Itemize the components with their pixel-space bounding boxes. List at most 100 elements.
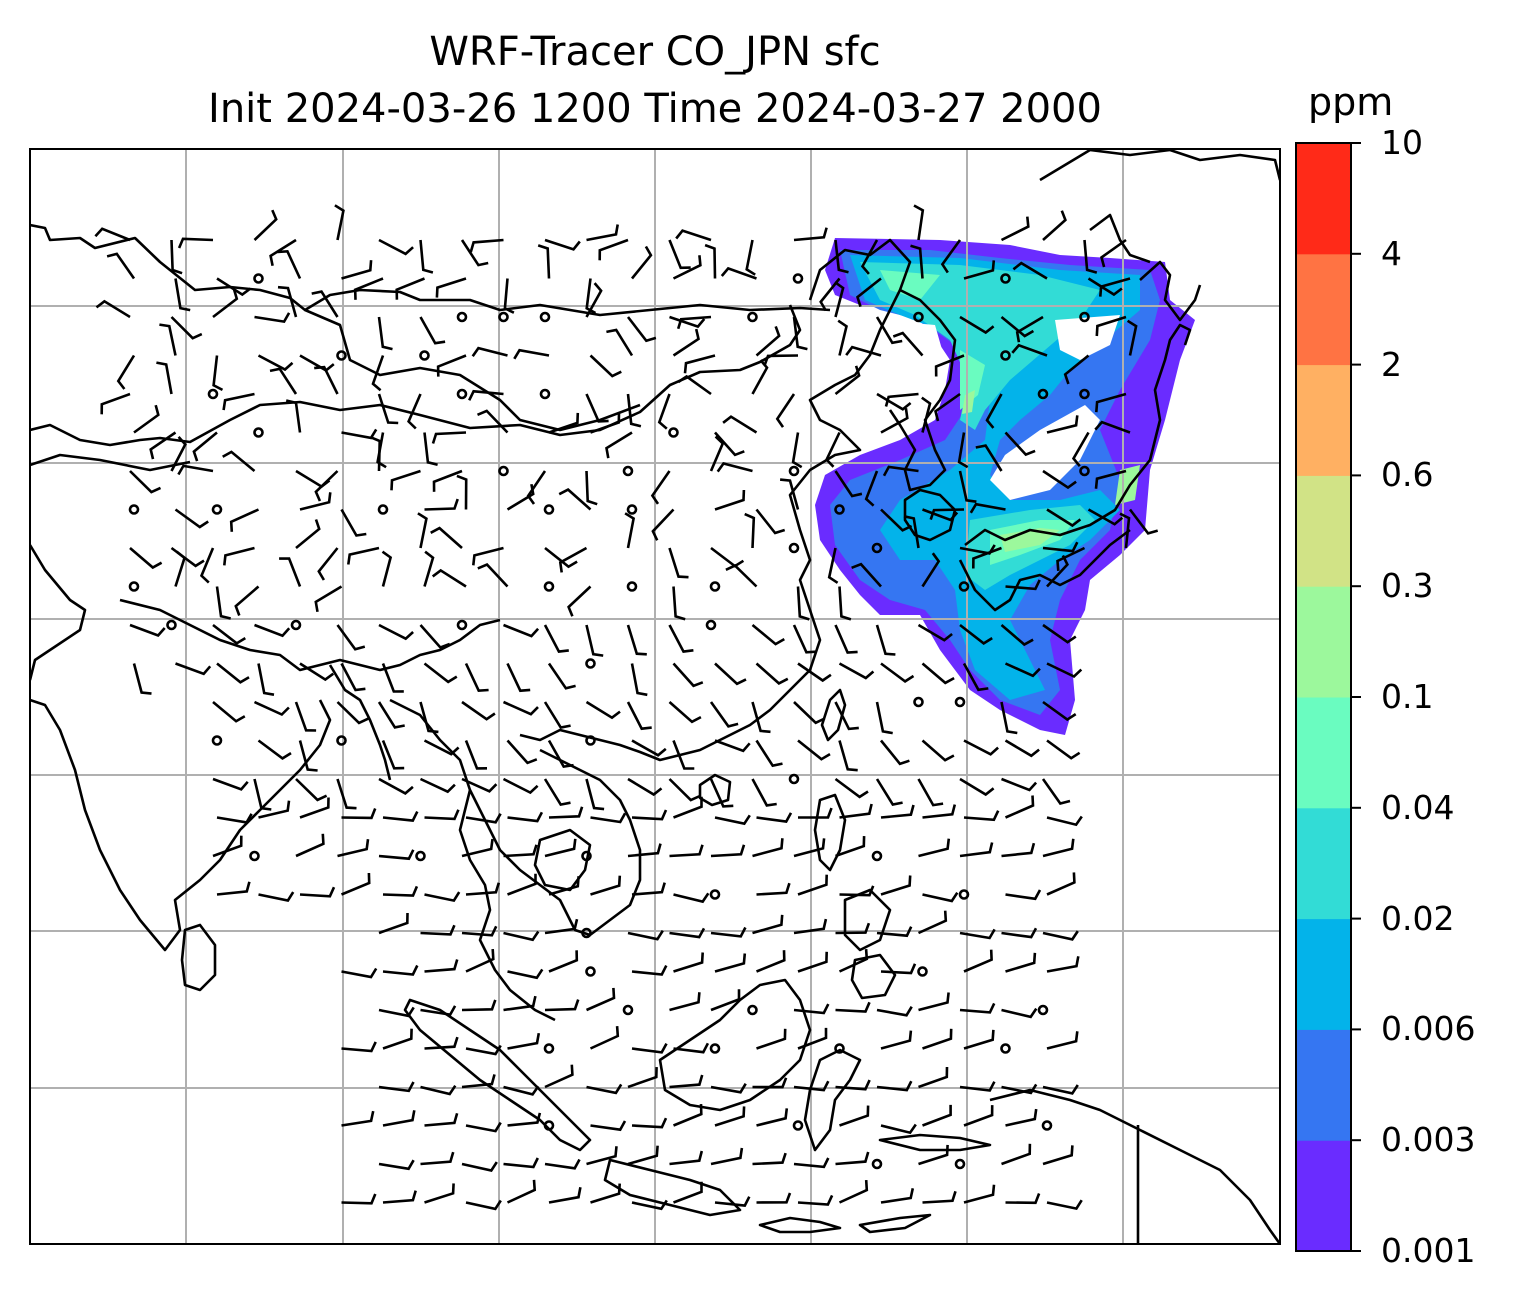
calm-wind-marker	[788, 465, 800, 477]
wind-barb	[598, 238, 629, 261]
wind-barb	[668, 547, 689, 579]
wind-barb	[793, 1080, 830, 1092]
wind-barb	[1000, 315, 1035, 338]
wind-barb	[752, 1077, 788, 1089]
wind-barb	[917, 778, 944, 807]
wind-barb	[503, 844, 538, 858]
wind-barb	[672, 255, 702, 280]
wind-barb	[277, 249, 302, 280]
wind-barb	[722, 415, 758, 434]
wind-barb	[177, 464, 214, 476]
calm-wind-marker	[747, 1004, 758, 1016]
wind-barb	[793, 227, 828, 242]
wind-barb	[940, 239, 962, 274]
wind-barb	[170, 316, 203, 340]
wind-barb	[295, 778, 328, 802]
wind-barb	[465, 949, 495, 973]
wind-barb	[340, 662, 366, 692]
wind-barb	[631, 739, 667, 757]
wind-barb	[677, 374, 712, 396]
wind-barb	[420, 924, 456, 936]
wind-barb	[880, 662, 915, 683]
wind-barb	[884, 392, 919, 407]
colorbar-band	[1296, 364, 1351, 476]
wind-barb	[755, 508, 786, 535]
calm-wind-marker	[834, 1043, 845, 1054]
wind-barb	[752, 914, 784, 935]
wind-barb	[116, 354, 136, 390]
wind-barb	[567, 585, 592, 617]
wind-barb	[506, 1179, 537, 1204]
wind-barb	[1063, 354, 1090, 385]
calm-wind-marker	[871, 850, 883, 862]
calm-wind-marker	[788, 542, 800, 554]
wind-barb	[223, 546, 255, 566]
wind-barb	[424, 809, 460, 821]
wind-barb	[972, 546, 1002, 569]
colorbar-tick-label: 0.003	[1381, 1120, 1476, 1160]
wind-barb	[921, 396, 932, 433]
calm-wind-marker	[585, 735, 596, 746]
wind-barb	[779, 478, 800, 510]
wind-barb	[174, 508, 209, 529]
wind-barb	[1042, 1084, 1079, 1095]
calm-wind-marker	[1037, 1004, 1049, 1016]
wind-barb	[626, 393, 642, 428]
calm-wind-marker	[128, 504, 140, 515]
wind-barb	[797, 1194, 834, 1206]
wind-barb	[1046, 1031, 1079, 1050]
wind-barb	[1128, 508, 1159, 535]
wind-barb	[752, 838, 784, 858]
wind-barb	[1005, 952, 1037, 973]
wind-barb	[94, 227, 131, 242]
wind-barb	[1005, 889, 1042, 901]
wind-barb	[775, 393, 796, 428]
wind-barb	[465, 1121, 502, 1133]
wind-barb	[962, 662, 989, 692]
wind-barb	[880, 1188, 915, 1204]
wind-barb	[461, 925, 498, 937]
wind-barb	[586, 1146, 618, 1166]
wind-barb	[417, 512, 428, 549]
wind-barb	[957, 432, 969, 469]
wind-barb	[431, 568, 467, 588]
wind-barb	[838, 1180, 869, 1204]
wind-barb	[175, 662, 212, 676]
wind-barb	[586, 224, 619, 242]
wind-barb	[864, 470, 879, 507]
wind-barb	[170, 239, 183, 275]
wind-barb	[827, 547, 839, 584]
calm-wind-marker	[747, 311, 758, 323]
wind-barb	[548, 412, 580, 434]
calm-wind-marker	[543, 581, 555, 592]
wind-barb	[922, 1104, 952, 1127]
wind-barb	[860, 239, 879, 275]
wind-barb	[370, 435, 382, 472]
wind-barb	[657, 393, 671, 430]
wind-barb	[311, 290, 339, 318]
wind-barb	[381, 550, 393, 587]
wind-barb	[834, 701, 859, 731]
wind-barb	[1011, 343, 1048, 357]
wind-barb	[378, 1081, 415, 1093]
wind-barb	[669, 1074, 704, 1089]
wind-barb	[917, 910, 948, 935]
wind-barb	[631, 809, 668, 821]
wind-barb	[590, 875, 622, 896]
colorbar-tick-label: 2	[1381, 344, 1402, 384]
wind-barb	[132, 663, 152, 695]
wind-barb	[432, 469, 463, 492]
wind-barb	[756, 1108, 789, 1127]
wind-barb	[423, 662, 458, 684]
wind-barb	[1000, 624, 1034, 647]
wind-barb	[880, 804, 915, 819]
wind-barb	[129, 547, 163, 570]
wind-barb	[1042, 1145, 1074, 1166]
wind-barb	[544, 838, 577, 858]
wind-barb	[212, 777, 249, 791]
wind-barb	[1001, 1007, 1038, 1019]
wind-barb	[420, 1005, 457, 1017]
wind-barb	[879, 739, 910, 766]
wind-barb	[755, 325, 781, 357]
calm-wind-marker	[1037, 388, 1049, 400]
